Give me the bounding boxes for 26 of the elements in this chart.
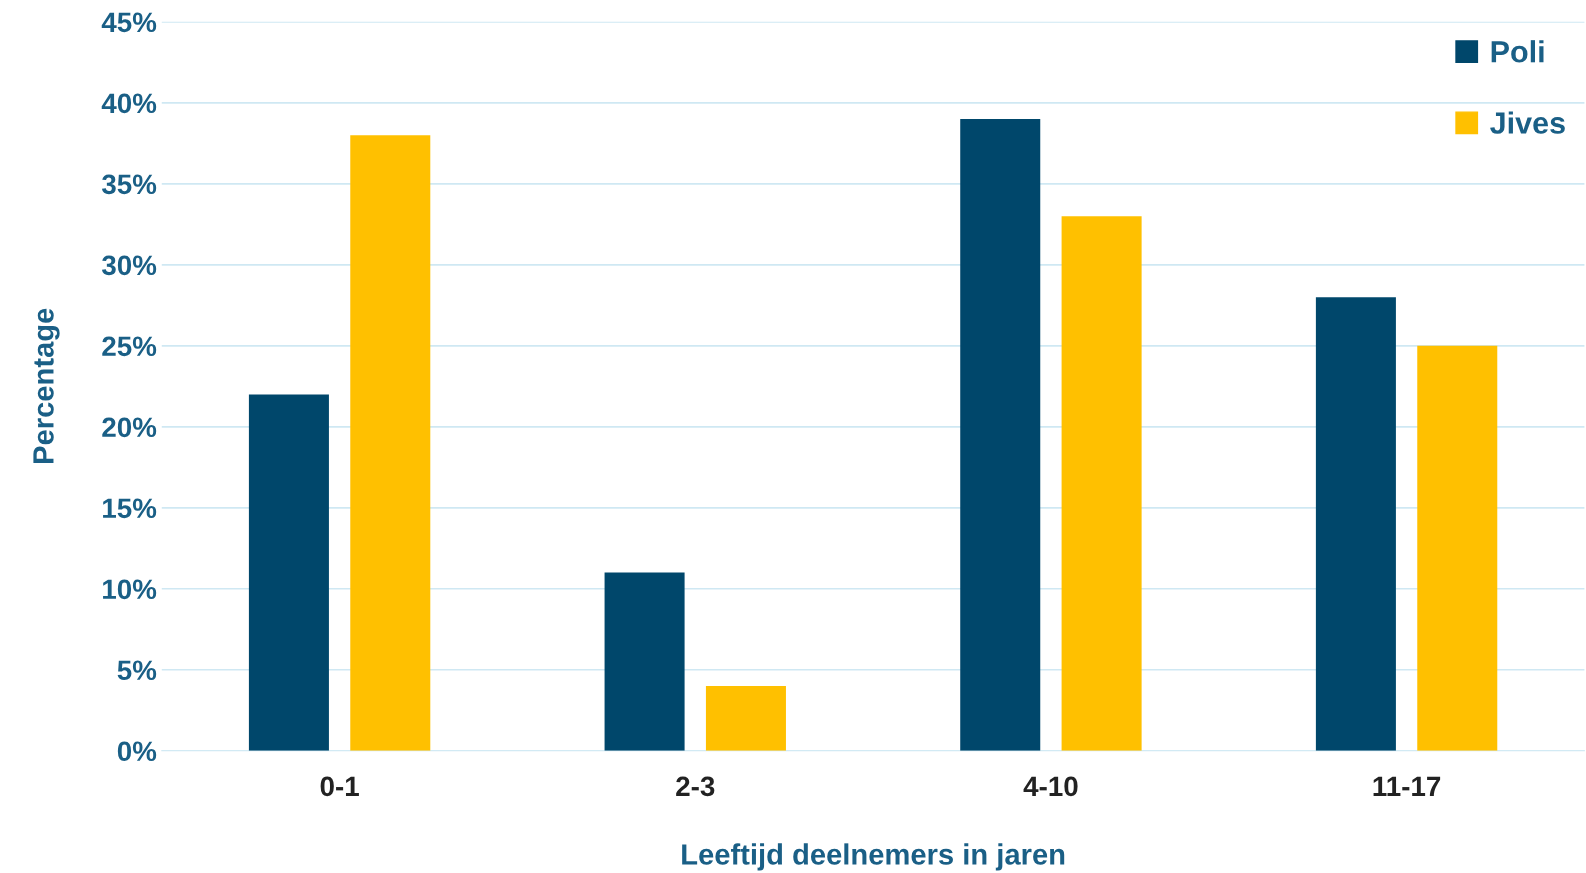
y-tick-label: 45%: [101, 12, 157, 33]
y-tick-label: 5%: [117, 660, 157, 681]
legend-label: Jives: [1490, 111, 1565, 134]
bar: [1417, 345, 1498, 751]
y-tick-label: 35%: [101, 174, 157, 195]
x-tick-label: 11-17: [1373, 776, 1441, 796]
bar: [960, 119, 1041, 751]
y-tick-label: 15%: [103, 498, 157, 519]
x-axis-title: Leeftijd deelnemers in jaren: [682, 843, 1065, 871]
x-tick-label: 4-10: [1023, 776, 1078, 797]
y-tick-label: 25%: [102, 336, 157, 357]
y-tick-label: 20%: [102, 417, 157, 438]
bar: [1061, 216, 1142, 751]
bar: [705, 685, 786, 751]
y-tick-label: 10%: [103, 579, 157, 600]
bar: [350, 135, 431, 751]
x-tick-label: 0-1: [320, 776, 359, 797]
y-tick-label: 40%: [101, 93, 157, 114]
x-tick-label: 2-3: [676, 776, 715, 797]
y-axis-title: Percentage: [33, 308, 60, 463]
legend-label: Poli: [1491, 40, 1544, 63]
bar: [1315, 297, 1396, 751]
y-tick-label: 0%: [117, 741, 157, 762]
bar: [604, 572, 685, 751]
bar: [248, 394, 329, 751]
y-tick-label: 30%: [101, 255, 157, 276]
